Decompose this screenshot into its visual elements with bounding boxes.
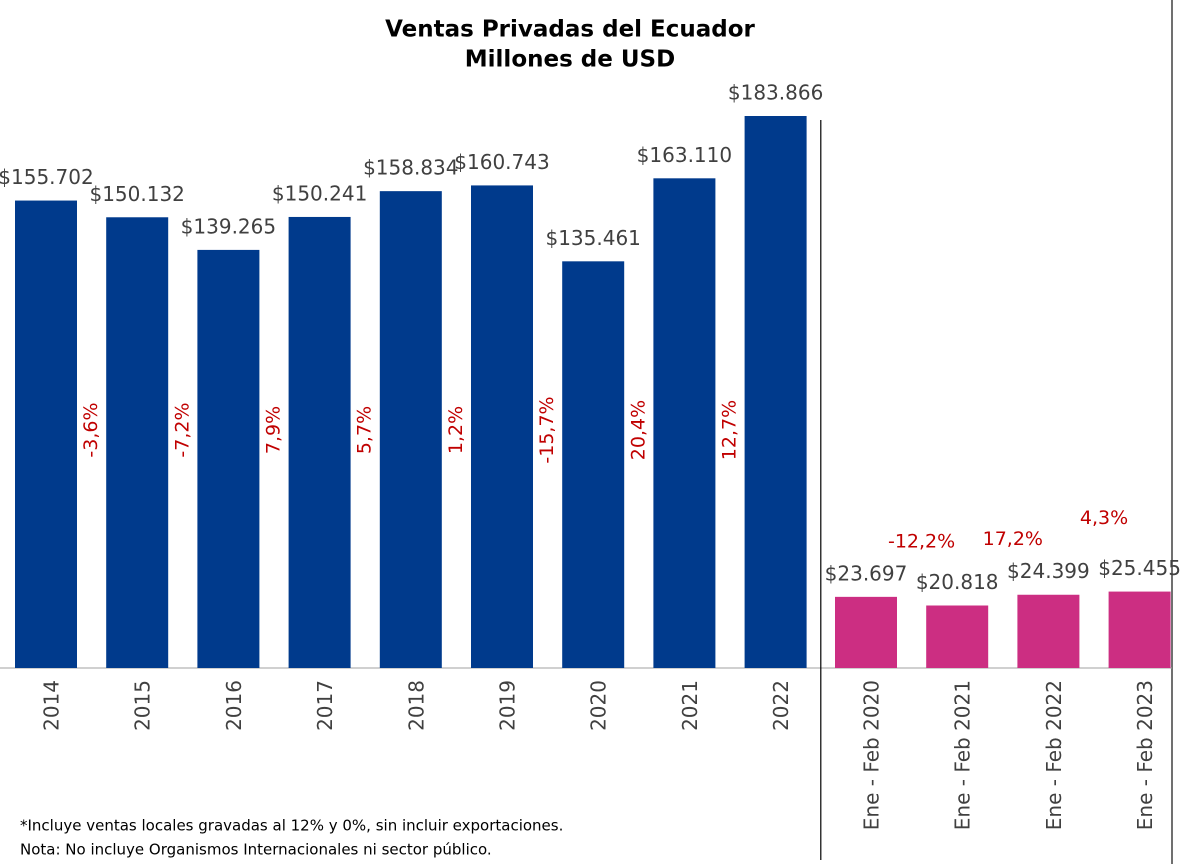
change-label: 12,7% (719, 400, 741, 460)
value-label: $183.866 (728, 81, 823, 105)
change-label: -3,6% (80, 402, 102, 457)
bar (379, 191, 442, 668)
value-label: $150.132 (89, 182, 184, 206)
change-label: 7,9% (263, 406, 285, 454)
change-label: 4,3% (1080, 507, 1128, 529)
chart-subtitle: Millones de USD (465, 47, 675, 73)
bar (106, 217, 169, 668)
change-label: -15,7% (536, 396, 558, 463)
value-label: $163.110 (637, 143, 732, 167)
bar (562, 261, 625, 668)
bar (288, 216, 351, 668)
value-label: $160.743 (454, 150, 549, 174)
value-label: $139.265 (181, 214, 276, 238)
x-tick-label: 2016 (222, 680, 246, 731)
bar (835, 596, 897, 668)
bar (471, 185, 533, 668)
x-tick-label: Ene - Feb 2022 (1042, 680, 1066, 830)
bar (744, 116, 807, 668)
value-label: $158.834 (363, 156, 458, 180)
x-tick-label: 2021 (678, 680, 702, 731)
x-tick-label: Ene - Feb 2021 (951, 680, 975, 830)
x-tick-label: 2017 (313, 680, 337, 731)
change-label: -12,2% (888, 530, 955, 552)
x-tick-label: Ene - Feb 2023 (1133, 680, 1157, 830)
value-label: $20.818 (916, 570, 999, 594)
x-tick-label: 2018 (404, 680, 428, 731)
bar (653, 178, 716, 668)
change-label: 17,2% (983, 528, 1043, 550)
value-label: $155.702 (0, 165, 94, 189)
note: *Incluye ventas locales gravadas al 12% … (20, 817, 563, 835)
x-tick-label: Ene - Feb 2020 (860, 680, 884, 830)
bar (1108, 591, 1171, 668)
change-label: 1,2% (445, 406, 467, 454)
x-tick-label: 2019 (496, 680, 520, 731)
value-label: $135.461 (545, 226, 640, 250)
x-tick-label: 2022 (769, 680, 793, 731)
change-label: 5,7% (354, 406, 376, 454)
value-label: $24.399 (1007, 559, 1090, 583)
x-tick-label: 2015 (131, 680, 155, 731)
bar (15, 200, 77, 668)
value-label: $23.697 (825, 561, 908, 585)
bar (926, 605, 989, 668)
x-tick-label: 2014 (40, 680, 64, 731)
x-tick-label: 2020 (587, 680, 611, 731)
chart-title: Ventas Privadas del Ecuador (385, 17, 755, 43)
note: Nota: No incluye Organismos Internaciona… (20, 841, 492, 859)
bar (197, 249, 260, 668)
bar (1017, 594, 1080, 668)
value-label: $25.455 (1098, 556, 1181, 580)
change-label: 20,4% (627, 400, 649, 460)
value-label: $150.241 (272, 181, 367, 205)
change-label: -7,2% (171, 402, 193, 457)
